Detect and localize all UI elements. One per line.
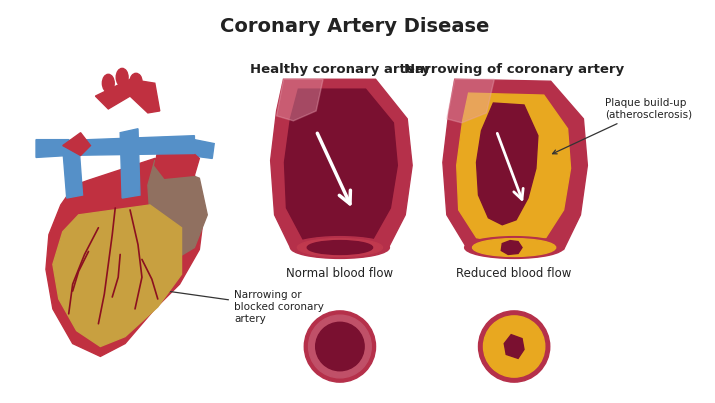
Polygon shape (155, 145, 199, 178)
Ellipse shape (473, 239, 556, 256)
Polygon shape (53, 205, 182, 347)
Ellipse shape (465, 237, 563, 258)
Circle shape (316, 322, 364, 371)
Polygon shape (277, 79, 323, 121)
Polygon shape (36, 139, 69, 158)
Polygon shape (285, 89, 398, 247)
Polygon shape (270, 79, 412, 258)
Polygon shape (63, 133, 91, 156)
Polygon shape (457, 93, 571, 245)
Text: Plaque build-up
(atherosclerosis): Plaque build-up (atherosclerosis) (553, 98, 692, 154)
Ellipse shape (290, 237, 390, 258)
Polygon shape (148, 160, 207, 260)
Circle shape (309, 315, 371, 378)
Polygon shape (189, 139, 214, 158)
Ellipse shape (102, 74, 114, 92)
Polygon shape (443, 79, 588, 258)
Ellipse shape (130, 73, 142, 89)
Polygon shape (95, 79, 159, 113)
Ellipse shape (297, 239, 383, 256)
Circle shape (483, 316, 545, 377)
Polygon shape (63, 136, 194, 156)
Text: Coronary Artery Disease: Coronary Artery Disease (220, 17, 490, 36)
Text: Healthy coronary artery: Healthy coronary artery (250, 63, 430, 77)
Polygon shape (501, 241, 522, 254)
Circle shape (478, 311, 550, 382)
Polygon shape (120, 129, 140, 198)
Text: Narrowing or
blocked coronary
artery: Narrowing or blocked coronary artery (157, 288, 324, 324)
Polygon shape (504, 334, 524, 358)
Polygon shape (447, 79, 494, 123)
Polygon shape (476, 103, 538, 225)
Text: Narrowing of coronary artery: Narrowing of coronary artery (404, 63, 624, 77)
Text: Normal blood flow: Normal blood flow (286, 267, 393, 280)
Ellipse shape (117, 69, 128, 86)
Polygon shape (46, 158, 204, 356)
Text: Reduced blood flow: Reduced blood flow (456, 267, 572, 280)
Polygon shape (63, 141, 82, 198)
Ellipse shape (307, 241, 373, 254)
Circle shape (305, 311, 375, 382)
